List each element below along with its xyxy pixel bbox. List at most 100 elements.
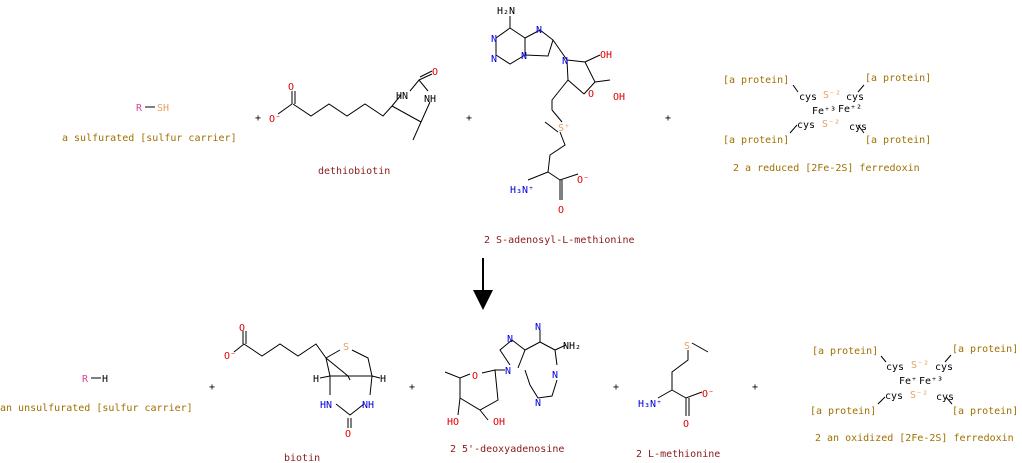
compound-name: biotin: [284, 453, 320, 463]
atom-label: H₂N: [497, 6, 515, 17]
atom-label: H: [313, 374, 319, 385]
protein-label: [a protein]: [812, 346, 878, 357]
atom-label: O: [588, 89, 594, 100]
protein-label: [a protein]: [865, 73, 931, 84]
compound-name: an unsulfurated [sulfur carrier]: [0, 403, 193, 414]
atom-label: R: [82, 374, 89, 385]
atom-label: NH: [424, 94, 436, 105]
atom-label: cys: [885, 391, 903, 402]
atom-label: S⁻²: [822, 119, 840, 130]
atom-label: O: [683, 419, 689, 430]
atom-label: N: [535, 322, 541, 333]
protein-label: [a protein]: [810, 406, 876, 417]
atom-label: O⁻: [702, 389, 714, 400]
atom-label: NH₂: [563, 341, 581, 352]
atom-label: HN: [396, 91, 408, 102]
atom-label: N: [562, 56, 568, 67]
atom-label: cys: [797, 120, 815, 131]
plus-sign: +: [466, 113, 472, 124]
atom-label: O⁻: [577, 175, 589, 186]
atom-label: cys: [846, 92, 864, 103]
atom-label: Fe⁺: [899, 376, 917, 387]
atom-label: O: [472, 371, 478, 382]
atom-label: Fe⁺³: [919, 376, 943, 387]
bond: [495, 16, 611, 200]
atom-label: HO: [447, 417, 459, 428]
atom-label: H: [380, 374, 386, 385]
atom-label: S⁺: [558, 123, 570, 134]
atom-label: SH: [157, 103, 169, 114]
atom-label: cys: [799, 92, 817, 103]
atom-label: O⁻: [224, 351, 236, 362]
bond: [444, 330, 567, 421]
atom-label: O: [345, 429, 351, 440]
bond: [233, 331, 381, 428]
atom-label: HN: [320, 400, 332, 411]
atom-label: OH: [613, 92, 625, 103]
plus-sign: +: [409, 382, 415, 393]
atom-label: S⁻²: [910, 390, 928, 401]
atom-label: N: [552, 370, 558, 381]
plus-sign: +: [209, 382, 215, 393]
reactant-reduced-ferredoxin: [a protein] [a protein] [a protein] [a p…: [723, 73, 931, 174]
atom-label: H₃N⁺: [510, 185, 534, 196]
atom-label: N: [507, 334, 513, 345]
compound-name: 2 a reduced [2Fe-2S] ferredoxin: [733, 163, 920, 174]
product-oxidized-ferredoxin: [a protein] [a protein] [a protein] [a p…: [810, 344, 1018, 444]
bond: [277, 91, 393, 117]
atom-label: N: [505, 366, 511, 377]
atom-label: N: [536, 25, 542, 36]
atom-label: S⁻²: [823, 90, 841, 101]
atom-label: cys: [886, 362, 904, 373]
atom-label: R: [136, 103, 143, 114]
product-l-methionine: S H₃N⁺ O⁻ O 2 L-methionine: [636, 341, 720, 460]
bond: [657, 342, 709, 416]
atom-label: N: [491, 34, 497, 45]
compound-name: 2 5'-deoxyadenosine: [450, 444, 564, 455]
atom-label: S⁻²: [911, 360, 929, 371]
product-biotin: O O⁻ S H H HN NH O biotin: [224, 323, 386, 463]
atom-label: O⁻: [269, 114, 281, 125]
atom-label: NH: [362, 400, 374, 411]
atom-label: S: [684, 341, 690, 352]
atom-label: H₃N⁺: [638, 399, 662, 410]
reactant-sulfurated-sulfur-carrier: R SH a sulfurated [sulfur carrier]: [62, 103, 237, 144]
protein-label: [a protein]: [865, 135, 931, 146]
compound-name: a sulfurated [sulfur carrier]: [62, 133, 237, 144]
plus-sign: +: [255, 113, 261, 124]
reactant-dethiobiotin: O O⁻ HN NH O dethiobiotin: [269, 67, 438, 177]
compound-name: 2 S-adenosyl-L-methionine: [484, 235, 635, 246]
reactant-s-adenosyl-l-methionine: H₂N N N N N N O OH OH S⁺ H₃N⁺ O⁻ O 2 S-a…: [484, 6, 635, 246]
bond: [877, 354, 953, 405]
atom-label: OH: [600, 50, 612, 61]
protein-label: [a protein]: [723, 135, 789, 146]
atom-label: S: [343, 342, 349, 353]
plus-sign: +: [613, 382, 619, 393]
compound-name: dethiobiotin: [318, 166, 390, 177]
atom-label: O: [432, 67, 438, 78]
product-5-deoxyadenosine: O N N N N N NH₂ HO OH 2 5'-deoxyadenosin…: [444, 322, 581, 455]
compound-name: 2 an oxidized [2Fe-2S] ferredoxin: [815, 433, 1014, 444]
atom-label: N: [491, 54, 497, 65]
bond: [391, 70, 433, 141]
atom-label: cys: [936, 392, 954, 403]
plus-sign: +: [665, 113, 671, 124]
atom-label: Fe⁺³: [812, 106, 836, 117]
atom-label: cys: [935, 362, 953, 373]
atom-label: H: [102, 374, 108, 385]
atom-label: Fe⁺²: [838, 104, 862, 115]
protein-label: [a protein]: [723, 75, 789, 86]
compound-name: 2 L-methionine: [636, 449, 720, 460]
atom-label: O: [558, 205, 564, 216]
protein-label: [a protein]: [952, 344, 1018, 355]
atom-label: cys: [849, 122, 867, 133]
atom-label: O: [288, 82, 294, 93]
plus-sign: +: [752, 382, 758, 393]
atom-label: N: [535, 398, 541, 409]
bond: [789, 84, 865, 134]
atom-label: OH: [493, 417, 505, 428]
product-unsulfurated-sulfur-carrier: R H an unsulfurated [sulfur carrier]: [0, 374, 193, 414]
protein-label: [a protein]: [952, 406, 1018, 417]
atom-label: N: [521, 51, 527, 62]
